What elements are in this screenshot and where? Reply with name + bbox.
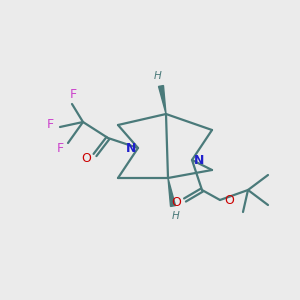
Text: F: F [69,88,76,101]
Text: O: O [81,152,91,164]
Text: O: O [224,194,234,206]
Text: N: N [126,142,136,154]
Polygon shape [158,85,166,114]
Text: O: O [171,196,181,209]
Text: N: N [194,154,204,166]
Text: H: H [154,71,162,81]
Text: F: F [56,142,64,155]
Polygon shape [168,178,176,206]
Text: F: F [46,118,54,131]
Text: H: H [172,211,180,221]
